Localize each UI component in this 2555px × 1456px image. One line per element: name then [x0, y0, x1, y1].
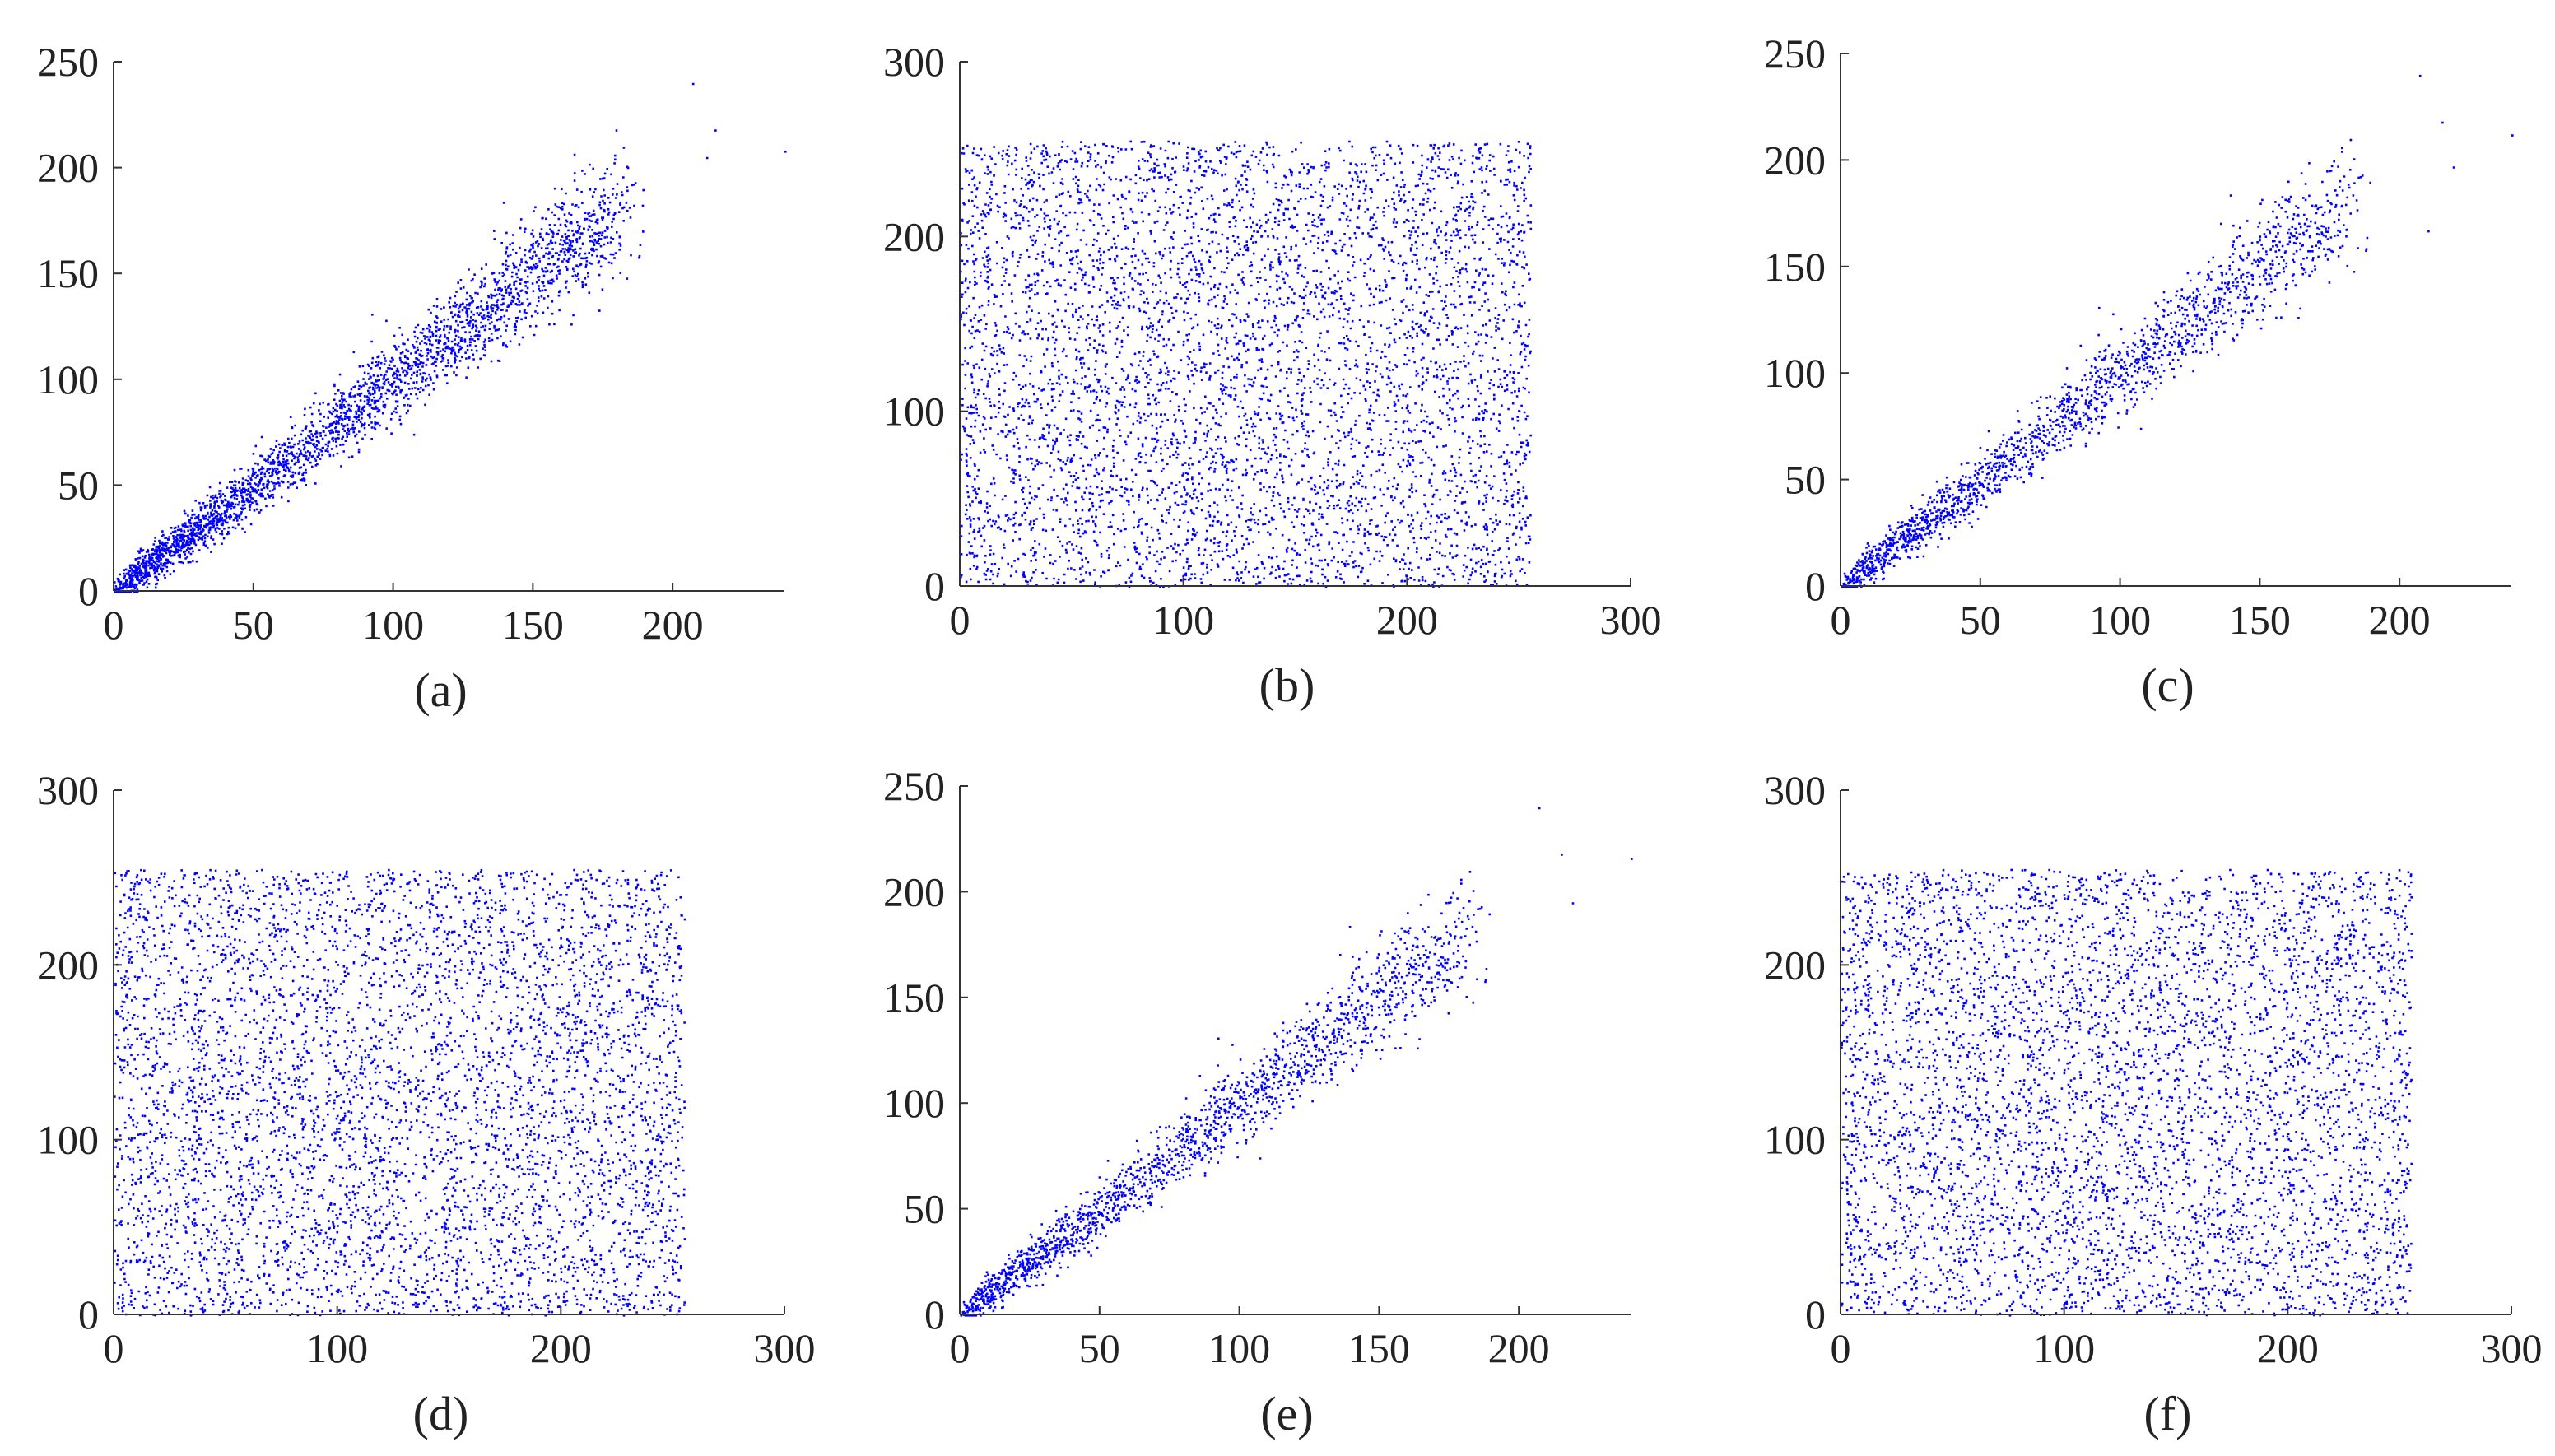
- y-tick-label: 300: [37, 767, 99, 813]
- x-tick-label: 200: [2257, 1325, 2319, 1371]
- x-tick-label: 300: [1600, 597, 1662, 643]
- x-tick-label: 150: [2229, 597, 2291, 643]
- x-tick-label: 100: [362, 602, 424, 648]
- x-tick-label: 0: [104, 1325, 124, 1371]
- y-tick-label: 150: [37, 250, 99, 296]
- scatter-points: [960, 807, 1633, 1317]
- x-tick-label: 100: [1208, 1325, 1270, 1371]
- x-tick-label: 50: [1960, 597, 2001, 643]
- x-tick-label: 0: [104, 602, 124, 648]
- x-tick-label: 200: [2369, 597, 2431, 643]
- x-tick-label: 100: [2089, 597, 2151, 643]
- y-tick-label: 250: [1764, 30, 1826, 77]
- y-tick-label: 0: [78, 1291, 99, 1337]
- scatter-points: [960, 140, 1533, 588]
- x-tick-label: 200: [1488, 1325, 1550, 1371]
- x-tick-label: 50: [1079, 1325, 1120, 1371]
- scatter-panel-d: 0 100 200 300 0 100 200 300 (d): [37, 767, 816, 1440]
- y-tick-label: 200: [883, 213, 945, 259]
- x-tick-label: 200: [530, 1325, 592, 1371]
- panel-label: (c): [2141, 658, 2194, 712]
- y-tick-label: 200: [37, 145, 99, 191]
- y-tick-label: 100: [883, 1080, 945, 1126]
- y-tick-label: 0: [1805, 563, 1826, 609]
- x-tick-label: 100: [1152, 597, 1214, 643]
- scatter-points: [1841, 74, 2514, 588]
- y-tick-label: 0: [924, 1291, 945, 1337]
- scatter-panel-e: 0 50 100 150 200 0 50 100 150 200 250 (e): [883, 763, 1633, 1440]
- y-tick-label: 100: [37, 1117, 99, 1163]
- scatter-points: [114, 82, 787, 593]
- y-tick-label: 150: [883, 975, 945, 1021]
- panel-label: (d): [413, 1387, 469, 1440]
- y-tick-label: 0: [924, 563, 945, 609]
- x-tick-label: 0: [1831, 597, 1851, 643]
- panel-label: (a): [414, 663, 467, 717]
- x-tick-label: 50: [233, 602, 274, 648]
- y-tick-label: 0: [1805, 1291, 1826, 1337]
- scatter-panel-f: 0 100 200 300 0 100 200 300 (f): [1764, 767, 2543, 1440]
- x-tick-label: 100: [2033, 1325, 2095, 1371]
- x-tick-label: 150: [1348, 1325, 1410, 1371]
- y-tick-label: 150: [1764, 244, 1826, 290]
- y-tick-label: 100: [37, 356, 99, 402]
- x-tick-label: 0: [950, 1325, 970, 1371]
- x-tick-label: 0: [1831, 1325, 1851, 1371]
- panel-label: (f): [2144, 1387, 2192, 1440]
- scatter-panel-a: 0 50 100 150 200 0 50 100 150 200 250 (a): [37, 39, 787, 717]
- y-tick-label: 250: [37, 39, 99, 85]
- y-tick-label: 50: [904, 1186, 945, 1232]
- y-tick-label: 250: [883, 763, 945, 809]
- scatter-panel-c: 0 50 100 150 200 0 50 100 150 200 250 (c): [1764, 30, 2514, 712]
- x-tick-label: 0: [950, 597, 970, 643]
- scatter-points: [114, 868, 686, 1317]
- x-tick-label: 200: [1376, 597, 1438, 643]
- y-tick-label: 100: [883, 388, 945, 435]
- scatter-panel-b: 0 100 200 300 0 100 200 300 (b): [883, 39, 1662, 712]
- scatter-points: [1841, 868, 2413, 1317]
- x-tick-label: 200: [642, 602, 704, 648]
- y-tick-label: 200: [1764, 137, 1826, 183]
- panel-label: (b): [1259, 658, 1315, 712]
- x-tick-label: 300: [754, 1325, 816, 1371]
- panel-label: (e): [1260, 1387, 1313, 1440]
- x-tick-label: 100: [306, 1325, 368, 1371]
- y-tick-label: 100: [1764, 350, 1826, 396]
- y-tick-label: 200: [883, 868, 945, 914]
- x-tick-label: 150: [502, 602, 564, 648]
- x-tick-label: 300: [2481, 1325, 2543, 1371]
- y-tick-label: 100: [1764, 1117, 1826, 1163]
- y-tick-label: 200: [1764, 942, 1826, 988]
- y-tick-label: 300: [883, 39, 945, 85]
- y-tick-label: 300: [1764, 767, 1826, 813]
- y-tick-label: 50: [1785, 457, 1826, 503]
- y-tick-label: 0: [78, 568, 99, 614]
- y-tick-label: 50: [58, 462, 99, 508]
- y-tick-label: 200: [37, 942, 99, 988]
